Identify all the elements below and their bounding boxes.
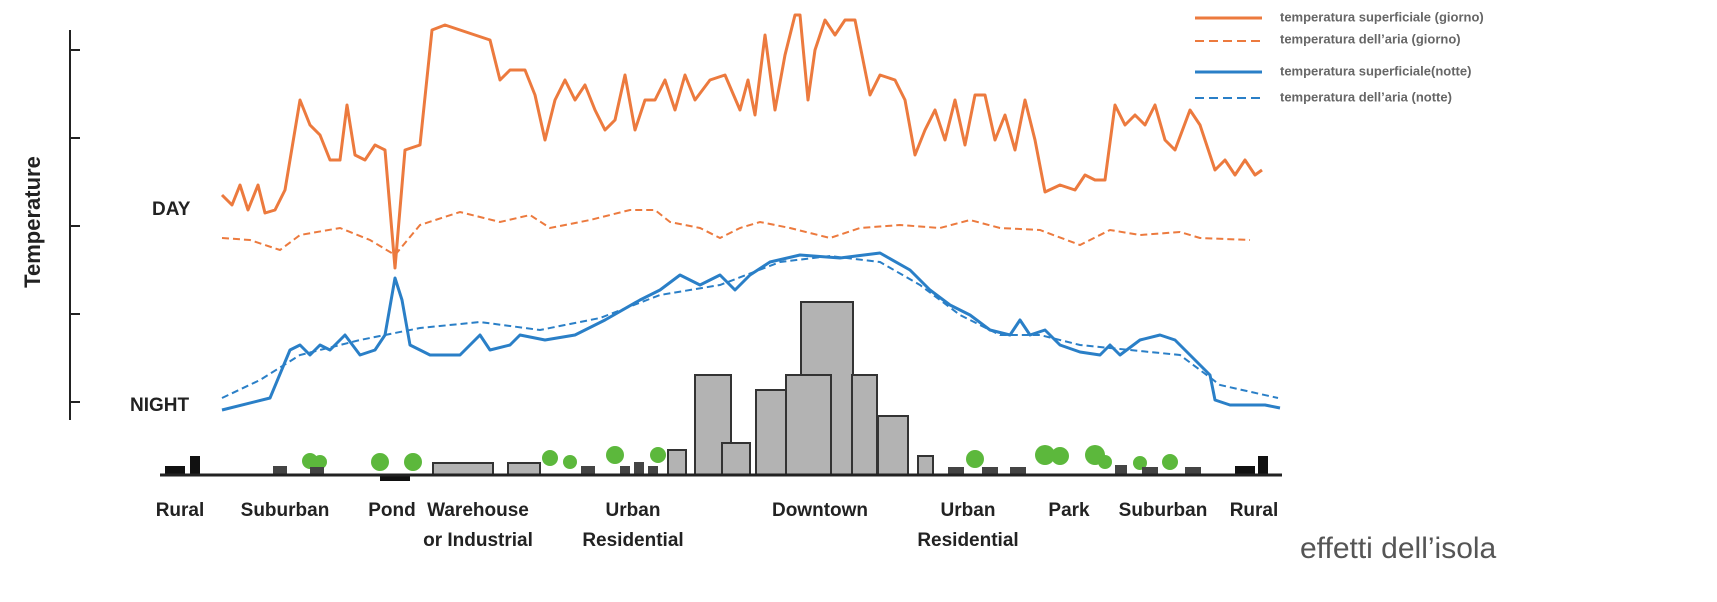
zone-label-line: Park <box>1048 500 1090 521</box>
axis-label: Temperature <box>20 156 45 288</box>
night-air-curve <box>221 254 1279 399</box>
day-surface-curve <box>220 13 1263 270</box>
zone-label: Urban Residential <box>582 500 683 551</box>
night-label: NIGHT <box>130 395 190 416</box>
legend-label: temperatura superficiale(notte) <box>1280 63 1471 78</box>
zone-label-line: Residential <box>582 530 683 551</box>
y-axis <box>69 30 80 420</box>
legend-label: temperatura superficiale (giorno) <box>1280 9 1484 24</box>
zone-label-line: Rural <box>156 500 205 521</box>
zone-label-line: Urban <box>941 500 996 521</box>
zone-label: Park <box>1048 500 1090 521</box>
zone-label: Urban Residential <box>917 500 1018 551</box>
zone-label-line: Suburban <box>1119 500 1208 521</box>
zone-label-line: Rural <box>1230 500 1279 521</box>
legend: temperatura superficiale (giorno) temper… <box>1195 9 1484 104</box>
legend-label: temperatura dell’aria (giorno) <box>1280 31 1461 46</box>
caption: effetti dell’isola <box>1300 532 1497 565</box>
zone-label: Warehouse or Industrial <box>423 500 533 551</box>
night-surface-curve <box>221 251 1281 412</box>
zone-label-line: Warehouse <box>427 500 529 521</box>
legend-label: temperatura dell’aria (notte) <box>1280 89 1452 104</box>
zone-label: Pond <box>368 500 416 521</box>
day-air-curve <box>221 209 1251 257</box>
zone-label: Suburban <box>241 500 330 521</box>
zone-label-line: Suburban <box>241 500 330 521</box>
zone-label-line: Pond <box>368 500 416 521</box>
landscape <box>160 301 1282 481</box>
zone-label: Suburban <box>1119 500 1208 521</box>
zone-label-line: Urban <box>606 500 661 521</box>
zone-label-line: Residential <box>917 530 1018 551</box>
zone-label-line: or Industrial <box>423 530 533 551</box>
zone-label: Rural <box>1230 500 1279 521</box>
zone-label: Rural <box>156 500 205 521</box>
zone-label: Downtown <box>772 500 868 521</box>
zone-label-line: Downtown <box>772 500 868 521</box>
day-label: DAY <box>152 199 191 220</box>
